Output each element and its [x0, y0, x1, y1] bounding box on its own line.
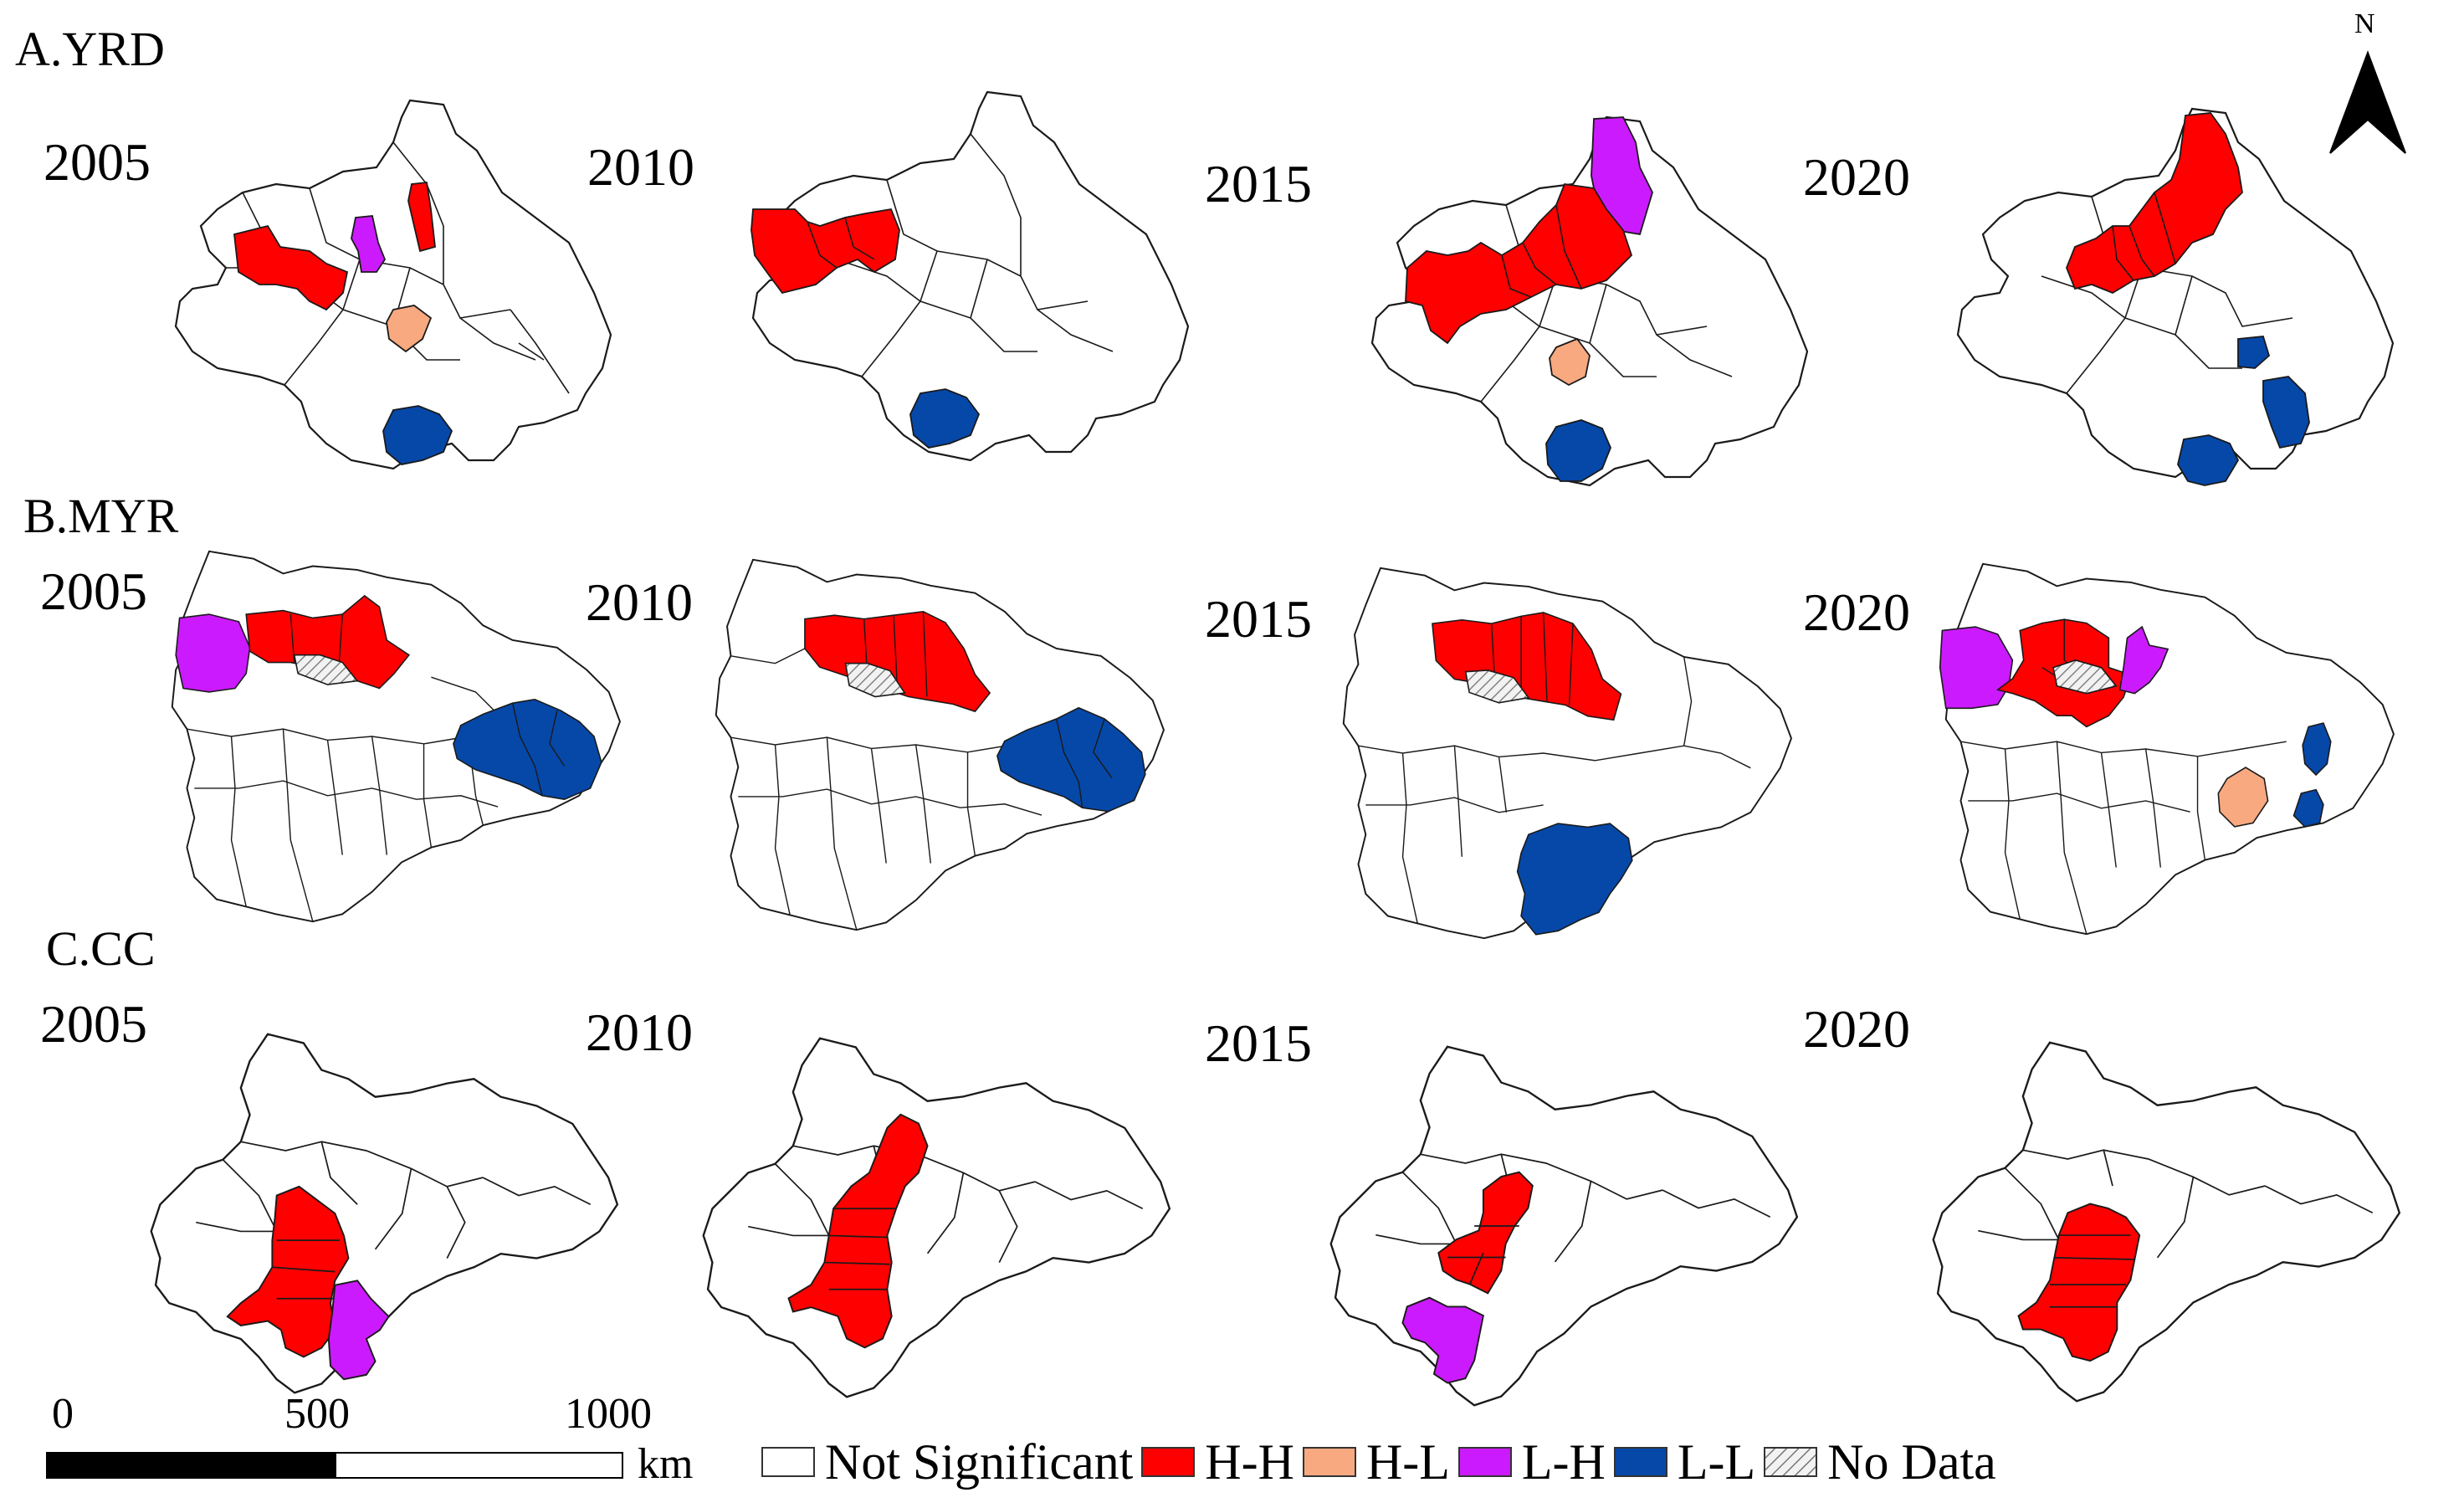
- year-label-a-2020: 2020: [1803, 147, 1910, 207]
- year-label-b-2010: 2010: [586, 572, 693, 632]
- legend-swatch-not-significant: [761, 1447, 815, 1477]
- map-cc-2015: [1322, 1034, 1824, 1418]
- legend-swatch-ll: [1613, 1447, 1667, 1477]
- map-myr-2010: [694, 552, 1196, 937]
- legend-swatch-hh: [1141, 1447, 1196, 1477]
- section-label-myr: B.MYR: [23, 489, 179, 543]
- scale-bar: [46, 1452, 623, 1479]
- map-cc-2010: [694, 1025, 1196, 1410]
- map-yrd-2020: [1941, 100, 2443, 486]
- legend-label: H-L: [1365, 1434, 1450, 1490]
- legend-label: L-L: [1677, 1434, 1756, 1490]
- legend-swatch-lh: [1457, 1447, 1512, 1477]
- legend-label: L-H: [1521, 1434, 1606, 1490]
- map-cc-2005: [142, 1021, 644, 1406]
- year-label-b-2020: 2020: [1803, 582, 1910, 642]
- year-label-a-2015: 2015: [1205, 154, 1312, 213]
- legend-item-ll: L-L: [1613, 1434, 1756, 1491]
- year-label-b-2005: 2005: [40, 562, 147, 621]
- legend-swatch-hl: [1302, 1447, 1356, 1477]
- legend-item-not-significant: Not Significant: [761, 1434, 1133, 1491]
- legend: Not Significant H-H H-L L-H L-L No Data: [761, 1433, 2005, 1491]
- map-yrd-2010: [720, 90, 1222, 477]
- map-cc-2020: [1924, 1029, 2426, 1414]
- year-label-c-2015: 2015: [1205, 1013, 1312, 1073]
- scale-tick-1000: 1000: [565, 1390, 652, 1438]
- scale-unit: km: [638, 1440, 694, 1488]
- legend-label: H-H: [1205, 1434, 1294, 1490]
- legend-label: No Data: [1827, 1434, 1996, 1490]
- north-label: N: [2354, 8, 2375, 39]
- scale-tick-500: 500: [284, 1390, 350, 1438]
- legend-item-lh: L-H: [1457, 1434, 1606, 1491]
- year-label-a-2005: 2005: [44, 132, 151, 192]
- legend-item-no-data: No Data: [1764, 1434, 1996, 1491]
- map-myr-2005: [151, 544, 653, 929]
- legend-item-hl: H-L: [1302, 1434, 1450, 1491]
- year-label-c-2020: 2020: [1803, 999, 1910, 1059]
- map-yrd-2015: [1355, 109, 1857, 494]
- legend-swatch-no-data: [1764, 1447, 1818, 1477]
- scale-tick-0: 0: [52, 1390, 74, 1438]
- legend-label: Not Significant: [825, 1434, 1134, 1490]
- section-label-cc: C.CC: [46, 921, 156, 976]
- year-label-c-2010: 2010: [586, 1003, 693, 1062]
- map-myr-2020: [1924, 557, 2426, 941]
- map-myr-2015: [1322, 561, 1824, 946]
- year-label-c-2005: 2005: [40, 994, 147, 1054]
- year-label-a-2010: 2010: [587, 137, 694, 197]
- map-yrd-2005: [142, 92, 644, 477]
- section-label-yrd: A.YRD: [15, 22, 165, 76]
- year-label-b-2015: 2015: [1205, 589, 1312, 649]
- legend-item-hh: H-H: [1141, 1434, 1294, 1491]
- north-arrow-icon: [2322, 15, 2414, 157]
